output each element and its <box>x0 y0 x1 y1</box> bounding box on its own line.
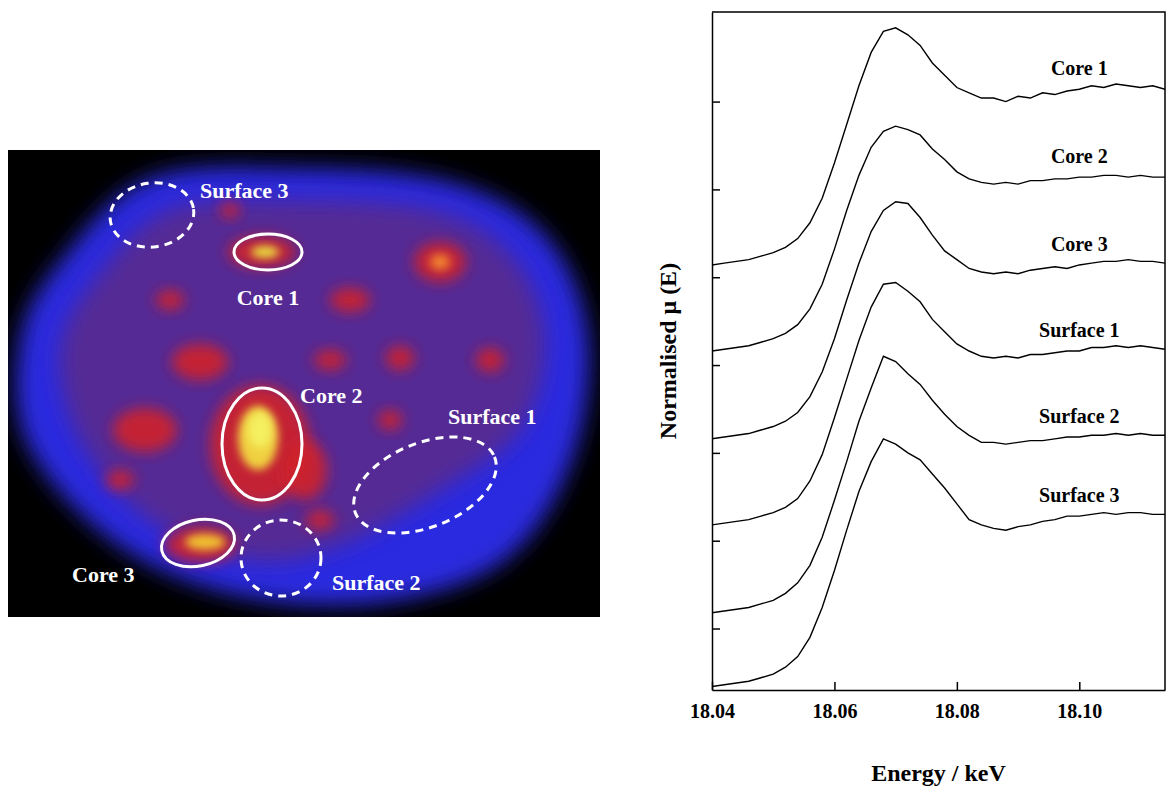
map-red-spot <box>156 290 184 310</box>
map-red-spot <box>220 202 240 218</box>
y-tick <box>712 541 720 542</box>
map-red-spot <box>164 527 236 563</box>
map-hot-spot <box>185 534 225 550</box>
x-tick: 18.08 <box>935 682 980 722</box>
y-tick-mark <box>712 540 720 542</box>
spectrum-line <box>712 356 1165 612</box>
x-axis-line <box>713 690 1166 692</box>
map-background <box>8 150 600 617</box>
region-outline <box>222 388 302 500</box>
plot-frame <box>712 12 1165 690</box>
series-label: Core 1 <box>1051 57 1108 79</box>
figure-svg: Core 1 Core 2 Core 3 Surface 1 Surface 2 Surf… <box>0 0 1173 796</box>
map-red-spot <box>283 440 327 500</box>
y-tick-mark <box>712 101 720 103</box>
map-red-spot <box>414 242 466 282</box>
x-axis: 18.04 18.06 18.08 18.10 <box>690 682 1166 722</box>
region-label: Core 2 <box>300 383 363 408</box>
map-red-spot <box>106 470 134 490</box>
x-tick-mark <box>834 682 836 690</box>
y-tick <box>712 102 720 103</box>
region-outline <box>340 418 511 552</box>
map-red-spot <box>306 510 334 530</box>
y-tick-mark <box>712 628 720 630</box>
map-red-spot <box>386 346 414 370</box>
map-blue-region <box>16 167 590 606</box>
series-label: Core 3 <box>1051 233 1108 255</box>
x-axis-title: Energy / keV <box>871 760 1006 786</box>
spectra-lines <box>712 28 1165 687</box>
y-tick-mark <box>712 365 720 367</box>
x-tick-label: 18.10 <box>1057 700 1102 722</box>
x-tick: 18.10 <box>1057 682 1102 722</box>
x-tick-mark <box>957 682 959 690</box>
map-red-spot <box>172 344 228 380</box>
map-hot-spot <box>430 254 450 270</box>
region-outline <box>234 234 302 270</box>
region-label: Surface 2 <box>332 570 421 595</box>
spectrum-line <box>712 28 1165 265</box>
figure: Core 1 Core 2 Core 3 Surface 1 Surface 2 Surf… <box>0 0 1173 796</box>
y-tick-mark <box>712 189 720 191</box>
map-red-spot <box>378 410 402 430</box>
spectra-chart: 18.04 18.06 18.08 18.10 Core 1 Core 2 Core 3 Su… <box>655 12 1166 786</box>
map-image <box>16 167 590 606</box>
map-red-spot <box>330 288 370 312</box>
region-outline <box>241 520 321 596</box>
region-label: Surface 1 <box>448 404 537 429</box>
series-label: Surface 1 <box>1039 319 1120 341</box>
region-label: Surface 3 <box>200 178 289 203</box>
map-red-spot <box>314 350 346 370</box>
series-label: Core 2 <box>1051 145 1108 167</box>
spectrum-line <box>712 282 1165 524</box>
y-axis-title: Normalised μ (E) <box>655 263 681 439</box>
spectrum-line <box>712 126 1165 351</box>
map-purple-region <box>60 199 546 561</box>
region-outline <box>106 177 198 252</box>
x-tick-label: 18.06 <box>812 700 857 722</box>
y-tick-mark <box>712 453 720 455</box>
x-tick-label: 18.08 <box>935 700 980 722</box>
y-tick <box>712 629 720 630</box>
y-tick <box>712 453 720 454</box>
spectrum-line <box>712 439 1165 687</box>
x-tick: 18.06 <box>812 682 857 722</box>
xrf-map: Core 1 Core 2 Core 3 Surface 1 Surface 2 Surf… <box>8 150 600 617</box>
map-red-spot <box>113 408 177 452</box>
map-hot-spot <box>248 412 272 448</box>
region-label: Core 1 <box>237 285 300 310</box>
region-outline <box>157 513 239 573</box>
region-label: Core 3 <box>72 562 135 587</box>
y-tick <box>712 365 720 366</box>
spectrum-line <box>712 202 1165 439</box>
y-tick <box>712 189 720 190</box>
y-tick <box>712 277 720 278</box>
map-hot-spot <box>251 246 279 258</box>
y-tick-mark <box>712 277 720 279</box>
x-tick-label: 18.04 <box>690 700 735 722</box>
map-red-spot <box>476 348 504 372</box>
map-red-spot <box>228 236 296 268</box>
x-tick-mark <box>1079 682 1081 690</box>
series-label: Surface 2 <box>1039 405 1120 427</box>
series-label: Surface 3 <box>1039 484 1120 506</box>
map-hot-spot <box>238 406 278 470</box>
